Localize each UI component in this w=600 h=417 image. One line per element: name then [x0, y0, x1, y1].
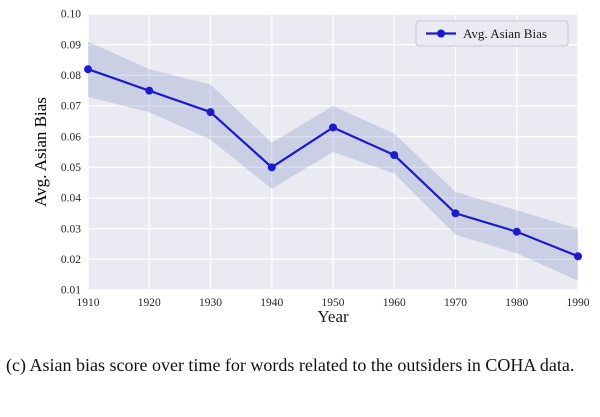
- y-tick-label: 0.08: [61, 70, 81, 82]
- confidence-band: [88, 41, 578, 281]
- data-point-marker: [84, 65, 92, 74]
- x-axis-label: Year: [317, 307, 349, 326]
- x-tick-label: 1990: [567, 297, 590, 309]
- y-tick-label: 0.06: [61, 131, 81, 143]
- y-tick-label: 0.04: [61, 193, 81, 205]
- x-tick-label: 1970: [444, 297, 467, 309]
- x-tick-label: 1920: [138, 297, 161, 309]
- legend-marker: [437, 29, 445, 38]
- x-tick-label: 1980: [505, 297, 528, 309]
- y-tick-label: 0.10: [61, 9, 81, 21]
- legend-label: Avg. Asian Bias: [463, 26, 547, 41]
- legend: [415, 20, 569, 47]
- data-point-marker: [512, 227, 521, 236]
- x-tick-label: 1960: [383, 297, 406, 309]
- figure-caption: (c) Asian bias score over time for words…: [6, 355, 575, 375]
- bias-line-chart: 0.01 0.02 0.03 0.04 0.05 0.06 0.07 0.08 0.09 0.10…: [31, 9, 590, 326]
- data-point-marker: [267, 163, 276, 172]
- y-tick-label: 0.01: [61, 285, 81, 297]
- data-point-marker: [206, 108, 215, 117]
- data-point-marker: [145, 86, 154, 95]
- x-tick-label: 1930: [199, 297, 222, 309]
- y-tick-label: 0.09: [61, 39, 81, 51]
- data-point-marker: [390, 151, 399, 160]
- data-point-marker: [451, 209, 460, 218]
- y-tick-label: 0.07: [61, 101, 81, 113]
- x-tick-label: 1940: [260, 297, 283, 309]
- y-tick-label: 0.02: [61, 254, 81, 266]
- data-point-marker: [574, 252, 582, 261]
- data-point-marker: [329, 123, 337, 132]
- y-tick-label: 0.05: [61, 162, 81, 174]
- x-tick-label: 1950: [322, 297, 345, 309]
- y-tick-label: 0.03: [61, 223, 81, 235]
- y-axis-label: Avg. Asian Bias: [31, 97, 50, 207]
- x-tick-label: 1910: [77, 297, 100, 309]
